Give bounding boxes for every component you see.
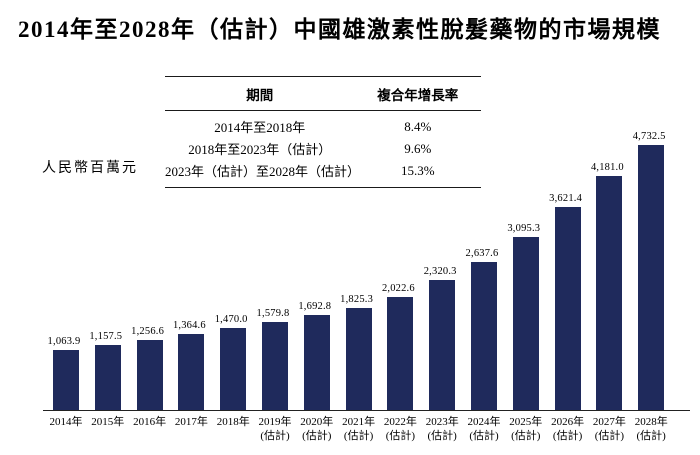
- x-axis-tick-label: 2021年 (估計): [342, 416, 376, 442]
- bar-value-label: 1,470.0: [214, 313, 248, 325]
- x-axis-tick-label: 2022年 (估計): [383, 416, 417, 442]
- bar-value-label: 2,637.6: [465, 248, 499, 260]
- x-axis-tick-label: 2026年 (估計): [551, 416, 585, 442]
- x-axis-tick-label: 2028年 (估計): [634, 416, 668, 442]
- x-axis-tick-label: 2017年: [174, 416, 208, 428]
- bar: [220, 327, 247, 410]
- x-axis-tick-label: 2019年 (估計): [258, 416, 292, 442]
- bar-value-label: 1,579.8: [256, 307, 290, 319]
- cagr-period-3: 2023年（估計）至2028年（估計）: [165, 164, 361, 179]
- cagr-table-header-row: 期間 複合年增長率: [165, 76, 481, 111]
- cagr-period-1: 2014年至2018年: [214, 120, 306, 135]
- bar: [136, 339, 163, 410]
- bar: [94, 345, 121, 410]
- cagr-rate-3: 15.3%: [401, 162, 435, 178]
- bar: [596, 175, 623, 410]
- x-axis-tick-label: 2023年 (估計): [425, 416, 459, 442]
- bar: [387, 296, 414, 410]
- bar-value-label: 1,364.6: [172, 319, 206, 331]
- bar-value-label: 3,621.4: [549, 193, 583, 205]
- x-axis-line: [43, 410, 690, 411]
- cagr-rate-2: 9.6%: [404, 140, 432, 156]
- x-axis-tick-label: 2018年: [216, 416, 250, 428]
- x-axis-tick-label: 2025年 (估計): [509, 416, 543, 442]
- bar-value-label: 2,320.3: [423, 266, 457, 278]
- bar: [512, 236, 539, 410]
- bar-value-label: 1,692.8: [298, 301, 332, 313]
- bar: [429, 280, 456, 410]
- bar: [178, 333, 205, 410]
- bar-value-label: 4,181.0: [590, 161, 624, 173]
- bar: [345, 307, 372, 410]
- bar: [638, 145, 665, 410]
- bar-value-label: 4,732.5: [632, 131, 666, 142]
- bar: [554, 207, 581, 410]
- bar-value-label: 2,022.6: [381, 282, 415, 294]
- x-axis-tick-label: 2014年: [49, 416, 83, 428]
- cagr-header-rate: 複合年增長率: [354, 76, 481, 111]
- x-axis-tick-label: 2015年: [91, 416, 125, 428]
- bar: [53, 350, 79, 410]
- x-axis-tick-label: 2024年 (估計): [467, 416, 501, 442]
- bar: [471, 262, 497, 410]
- cagr-table: 期間 複合年增長率 2014年至2018年 8.4% 2018年至2023年（估…: [165, 76, 481, 188]
- cagr-header-period: 期間: [165, 76, 355, 111]
- bar-value-label: 1,157.5: [89, 331, 123, 343]
- cagr-period-2: 2018年至2023年（估計）: [188, 142, 332, 157]
- bar: [303, 315, 330, 410]
- page-title: 2014年至2028年（估計）中國雄激素性脫髮藥物的市場規模: [18, 17, 661, 42]
- table-row: 2018年至2023年（估計） 9.6%: [165, 138, 481, 160]
- y-axis-label: 人民幣百萬元: [42, 161, 138, 176]
- bar-value-label: 1,825.3: [340, 293, 374, 305]
- table-row: 2014年至2018年 8.4%: [165, 111, 481, 138]
- bar-value-label: 1,063.9: [47, 336, 81, 348]
- bar-value-label: 3,095.3: [507, 222, 541, 234]
- x-axis-tick-label: 2020年 (估計): [300, 416, 334, 442]
- cagr-rate-1: 8.4%: [404, 118, 432, 134]
- bar: [262, 321, 288, 410]
- x-axis-tick-label: 2027年 (估計): [592, 416, 626, 442]
- x-axis-tick-label: 2016年: [133, 416, 167, 428]
- table-row: 2023年（估計）至2028年（估計） 15.3%: [165, 160, 481, 188]
- bar-value-label: 1,256.6: [131, 325, 165, 337]
